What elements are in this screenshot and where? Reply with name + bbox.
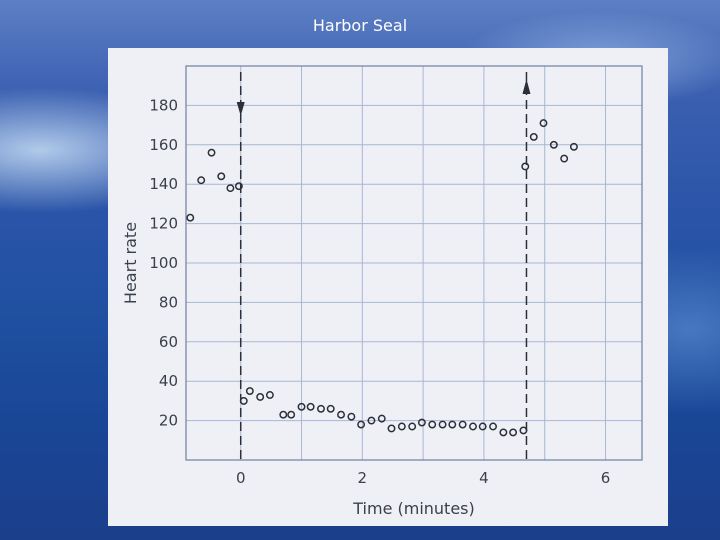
data-point xyxy=(207,148,216,157)
data-point xyxy=(265,391,274,399)
x-tick-label: 4 xyxy=(479,469,489,487)
data-point xyxy=(234,182,243,191)
data-point xyxy=(326,404,335,413)
y-tick-label: 120 xyxy=(149,215,178,233)
x-tick-label: 6 xyxy=(601,469,611,487)
tick-labels: 20 40 60 80 100 120 140 160 180 0 2 4 6 xyxy=(149,96,610,487)
data-point xyxy=(428,420,437,429)
data-point xyxy=(317,404,325,413)
data-point xyxy=(469,422,477,431)
data-point xyxy=(438,420,447,429)
data-point xyxy=(478,422,487,431)
y-axis-label: Heart rate xyxy=(121,222,140,304)
data-point xyxy=(256,393,265,401)
data-point xyxy=(279,410,288,419)
data-point xyxy=(197,176,206,185)
data-point xyxy=(239,396,248,405)
data-point xyxy=(549,140,558,149)
data-point xyxy=(569,142,578,151)
data-point xyxy=(287,410,296,419)
data-point xyxy=(367,416,376,425)
y-tick-label: 80 xyxy=(159,293,178,311)
x-tick-label: 0 xyxy=(236,469,246,487)
data-point xyxy=(458,420,467,429)
slide-title: Harbor Seal xyxy=(312,16,408,35)
y-tick-label: 160 xyxy=(149,136,178,154)
data-point xyxy=(226,184,235,193)
data-point xyxy=(499,428,508,437)
data-point xyxy=(337,410,345,419)
y-tick-label: 180 xyxy=(149,96,178,114)
data-point xyxy=(357,420,366,429)
data-point xyxy=(529,132,538,141)
y-tick-label: 20 xyxy=(159,412,178,430)
data-point xyxy=(521,162,530,171)
data-point xyxy=(186,213,195,222)
data-points xyxy=(186,119,578,437)
data-point xyxy=(347,412,356,421)
data-point xyxy=(397,422,406,431)
data-point xyxy=(245,387,254,395)
data-point xyxy=(539,119,548,128)
data-point xyxy=(387,424,396,433)
y-tick-label: 140 xyxy=(149,175,178,193)
data-point xyxy=(519,426,528,435)
y-tick-label: 60 xyxy=(159,333,178,351)
y-tick-label: 40 xyxy=(159,372,178,390)
plot-frame xyxy=(185,65,643,461)
data-point xyxy=(560,154,569,163)
data-point xyxy=(306,402,315,411)
grid xyxy=(186,66,642,460)
data-point xyxy=(417,418,426,427)
data-point xyxy=(448,420,457,429)
heart-rate-chart: 20 40 60 80 100 120 140 160 180 0 2 4 6 Time (minute… xyxy=(121,65,643,518)
data-point xyxy=(217,172,226,181)
x-tick-label: 2 xyxy=(358,469,368,487)
data-point xyxy=(297,402,306,411)
x-axis-label: Time (minutes) xyxy=(352,499,475,518)
data-point xyxy=(408,422,417,431)
event-marker-arrow xyxy=(522,79,531,94)
data-point xyxy=(509,428,518,437)
event-markers xyxy=(236,72,531,460)
y-tick-label: 100 xyxy=(149,254,178,272)
data-point xyxy=(377,414,386,423)
data-point xyxy=(489,422,497,431)
event-marker-arrow xyxy=(236,102,245,116)
chart-figure: 20 40 60 80 100 120 140 160 180 0 2 4 6 Time (minute… xyxy=(108,48,668,526)
